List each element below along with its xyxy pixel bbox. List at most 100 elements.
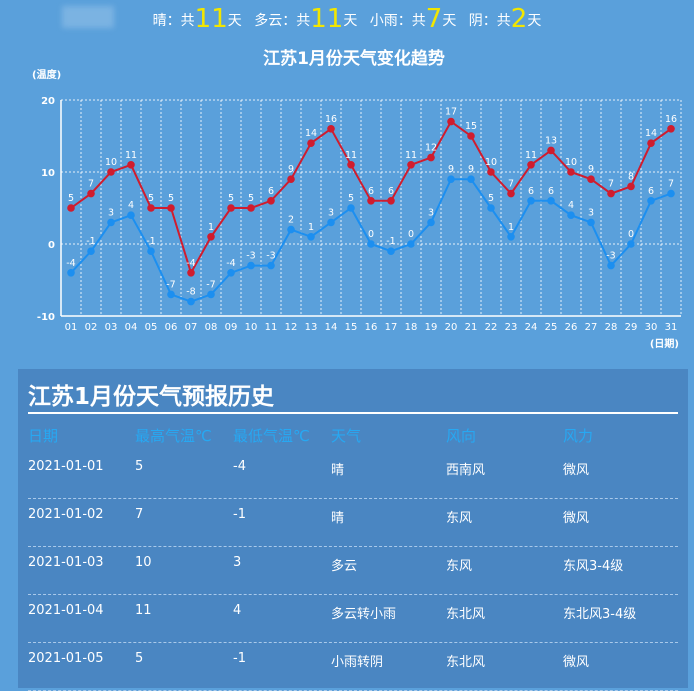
cell-low-temp: -4 <box>233 459 246 474</box>
data-point <box>587 218 595 227</box>
x-tick-label: 29 <box>625 322 638 333</box>
chart-title: 江苏1月份天气变化趋势 <box>263 48 445 69</box>
x-tick-label: 30 <box>645 322 658 333</box>
summary-sunny: 晴：共11天 <box>152 4 242 34</box>
cell-low-temp: -1 <box>233 651 246 666</box>
header-high-temp: 最高气温℃ <box>135 427 212 445</box>
data-point <box>327 125 335 133</box>
x-tick-label: 15 <box>345 322 358 333</box>
data-label: -4 <box>66 258 75 269</box>
data-point <box>467 175 475 183</box>
data-label: 13 <box>545 135 557 146</box>
cell-high-temp: 10 <box>135 555 152 570</box>
data-point <box>87 189 95 198</box>
data-point <box>167 290 175 299</box>
data-label: 5 <box>68 193 74 204</box>
data-label: 16 <box>325 114 337 125</box>
y-tick-label: 10 <box>41 168 55 179</box>
data-label: 5 <box>248 193 254 204</box>
cell-weather: 多云转小雨 <box>331 607 397 622</box>
cell-date: 2021-01-04 <box>28 603 104 618</box>
data-label: -7 <box>166 279 175 290</box>
data-point <box>427 218 435 227</box>
data-label: 10 <box>105 157 117 168</box>
data-label: 6 <box>388 186 394 197</box>
data-point <box>227 204 235 212</box>
data-point <box>527 161 535 169</box>
data-label: 5 <box>148 193 154 204</box>
data-point <box>387 247 395 255</box>
cell-weather: 小雨转阴 <box>331 655 384 670</box>
data-point <box>267 261 275 270</box>
data-point <box>67 269 75 277</box>
data-label: -4 <box>226 258 235 269</box>
data-point <box>347 204 355 212</box>
table-row: 2021-01-04 11 4 多云转小雨 东北风 东北风3-4级 <box>18 595 688 643</box>
data-point <box>547 197 555 205</box>
x-tick-label: 11 <box>265 322 278 333</box>
x-tick-label: 23 <box>505 322 518 333</box>
data-label: 7 <box>508 179 514 190</box>
header-wind-direction: 风向 <box>446 427 477 445</box>
data-point <box>567 168 575 176</box>
data-point <box>107 218 115 227</box>
row-divider <box>28 546 678 547</box>
data-label: 8 <box>628 171 634 182</box>
x-tick-label: 08 <box>205 322 218 333</box>
data-label: 11 <box>405 150 417 161</box>
data-point <box>487 168 495 176</box>
data-point <box>387 197 395 205</box>
data-point <box>147 204 155 212</box>
data-point <box>647 139 655 147</box>
data-label: 5 <box>488 193 494 204</box>
x-tick-label: 06 <box>165 322 178 333</box>
data-label: -4 <box>186 258 195 269</box>
data-point <box>127 161 135 169</box>
cell-date: 2021-01-03 <box>28 555 104 570</box>
data-point <box>607 261 615 270</box>
table-row: 2021-01-05 5 -1 小雨转阴 东北风 微风 <box>18 643 688 691</box>
x-tick-label: 14 <box>325 322 338 333</box>
data-label: 5 <box>168 193 174 204</box>
x-tick-label: 21 <box>465 322 478 333</box>
x-tick-label: 12 <box>285 322 298 333</box>
data-label: 1 <box>208 222 214 233</box>
data-point <box>187 269 195 277</box>
data-point <box>627 182 635 191</box>
x-tick-label: 16 <box>365 322 378 333</box>
header-wind-force: 风力 <box>563 427 594 445</box>
cell-wind-direction: 西南风 <box>446 463 486 478</box>
cell-wind-direction: 东北风 <box>446 607 486 622</box>
y-tick-label: 20 <box>41 96 55 107</box>
data-point <box>487 204 495 212</box>
data-point <box>407 161 415 169</box>
data-point <box>447 117 455 126</box>
data-label: 10 <box>485 157 497 168</box>
data-point <box>107 168 115 176</box>
data-label: 9 <box>468 164 474 175</box>
summary-count: 11 <box>194 4 228 34</box>
x-tick-label: 28 <box>605 322 618 333</box>
cell-low-temp: -1 <box>233 507 246 522</box>
data-point <box>327 218 335 227</box>
data-point <box>347 161 355 169</box>
summary-light-rain: 小雨：共7天 <box>369 4 457 34</box>
cell-wind-direction: 东风 <box>446 559 473 574</box>
cell-low-temp: 3 <box>233 555 242 570</box>
data-point <box>367 197 375 205</box>
data-point <box>467 132 475 140</box>
data-label: -8 <box>186 287 195 298</box>
data-point <box>407 240 415 248</box>
data-label: 6 <box>548 186 554 197</box>
data-label: 11 <box>525 150 537 161</box>
data-label: 11 <box>125 150 137 161</box>
x-tick-label: 05 <box>145 322 158 333</box>
summary-overcast: 阴：共2天 <box>468 4 542 34</box>
cell-high-temp: 5 <box>135 459 144 474</box>
data-label: 0 <box>408 229 414 240</box>
data-point <box>307 139 315 147</box>
data-label: 15 <box>465 121 477 132</box>
data-label: 3 <box>108 207 114 218</box>
